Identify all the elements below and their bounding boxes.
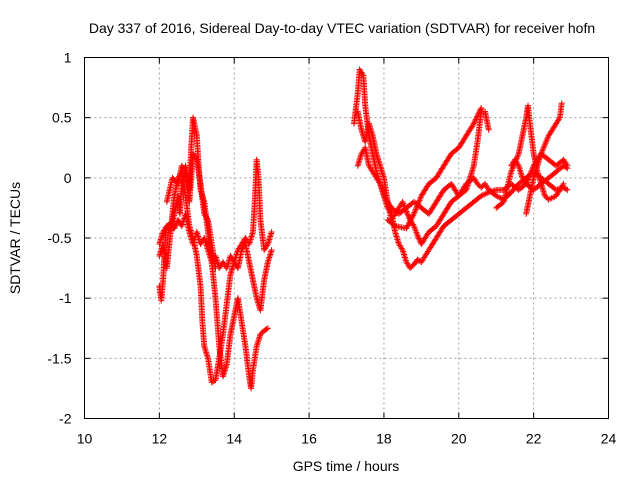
data-point bbox=[563, 186, 570, 193]
y-tick-label: -2 bbox=[59, 411, 72, 427]
data-point bbox=[547, 195, 554, 202]
chart-title: Day 337 of 2016, Sidereal Day-to-day VTE… bbox=[89, 20, 595, 36]
data-point bbox=[404, 222, 411, 229]
data-point bbox=[171, 225, 178, 232]
data-point bbox=[409, 213, 416, 220]
data-point bbox=[496, 194, 503, 201]
data-point bbox=[473, 114, 480, 121]
data-point bbox=[407, 216, 414, 223]
data-point bbox=[404, 223, 411, 230]
y-tick-label: 0.5 bbox=[52, 110, 72, 126]
data-point bbox=[470, 120, 477, 127]
data-point bbox=[414, 232, 421, 239]
data-point bbox=[478, 192, 485, 199]
data-point bbox=[548, 195, 555, 202]
data-point bbox=[472, 116, 479, 123]
data-points bbox=[156, 66, 571, 392]
data-point bbox=[471, 119, 478, 126]
data-point bbox=[494, 193, 501, 200]
data-point bbox=[481, 191, 488, 198]
data-point bbox=[564, 186, 571, 193]
data-point bbox=[406, 219, 413, 226]
x-tick-label: 20 bbox=[451, 431, 467, 447]
data-point bbox=[408, 215, 415, 222]
data-point bbox=[558, 100, 565, 107]
data-point bbox=[263, 326, 270, 333]
data-point bbox=[403, 225, 410, 232]
data-point bbox=[410, 212, 417, 219]
tick-labels: 10 12 14 16 18 20 22 24 1 0.5 0 -0.5 -1 -1.5 -2 bbox=[47, 50, 616, 447]
data-point bbox=[493, 192, 500, 199]
data-point bbox=[472, 117, 479, 124]
x-tick-label: 16 bbox=[301, 431, 317, 447]
y-tick-label: 1 bbox=[64, 50, 72, 66]
x-tick-label: 24 bbox=[601, 431, 617, 447]
y-tick-label: -1 bbox=[59, 290, 72, 306]
data-point bbox=[172, 222, 179, 229]
data-point bbox=[474, 112, 481, 119]
data-point bbox=[264, 325, 271, 332]
data-point bbox=[390, 221, 397, 228]
data-point bbox=[545, 196, 552, 203]
x-tick-label: 18 bbox=[376, 431, 392, 447]
data-point bbox=[415, 233, 422, 240]
data-point bbox=[485, 126, 492, 133]
x-tick-label: 14 bbox=[226, 431, 242, 447]
data-point bbox=[479, 192, 486, 199]
data-point bbox=[268, 228, 275, 235]
data-point bbox=[477, 106, 484, 113]
data-point bbox=[415, 235, 422, 242]
data-point bbox=[404, 211, 411, 218]
data-point bbox=[404, 209, 411, 216]
data-point bbox=[212, 265, 219, 272]
y-tick-label: 0 bbox=[64, 170, 72, 186]
data-point bbox=[564, 162, 571, 169]
y-tick-label: -0.5 bbox=[47, 230, 71, 246]
x-axis-label: GPS time / hours bbox=[293, 458, 400, 474]
y-axis-label: SDTVAR / TECUs bbox=[7, 182, 23, 294]
data-point bbox=[171, 223, 178, 230]
grid-lines bbox=[84, 57, 609, 419]
data-point bbox=[475, 110, 482, 117]
y-tick-label: -1.5 bbox=[47, 350, 71, 366]
data-point bbox=[478, 105, 485, 112]
data-point bbox=[476, 109, 483, 116]
data-point bbox=[560, 180, 567, 187]
data-point bbox=[268, 247, 275, 254]
x-tick-label: 22 bbox=[526, 431, 542, 447]
data-point bbox=[407, 218, 414, 225]
data-point bbox=[474, 113, 481, 120]
data-point bbox=[550, 194, 557, 201]
x-tick-label: 10 bbox=[77, 431, 93, 447]
data-point bbox=[405, 221, 412, 228]
data-point bbox=[482, 190, 489, 197]
plot-frame bbox=[84, 57, 609, 419]
x-tick-label: 12 bbox=[152, 431, 168, 447]
data-point bbox=[476, 107, 483, 114]
